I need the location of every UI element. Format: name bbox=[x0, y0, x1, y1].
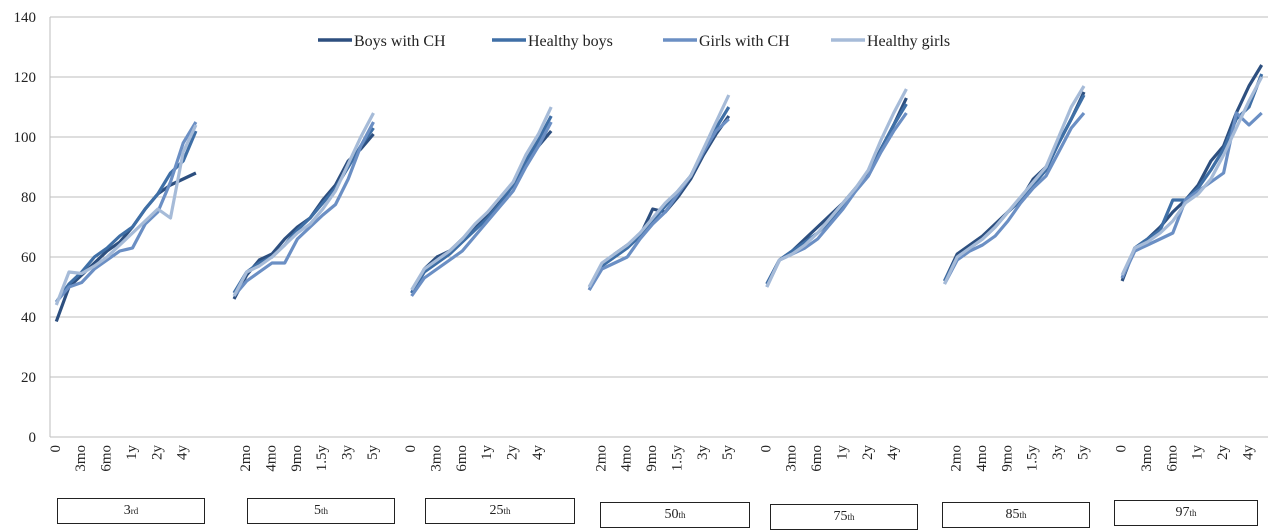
x-tick-label: 2mo bbox=[593, 445, 609, 472]
x-tick-label: 4mo bbox=[263, 445, 279, 472]
series-line-2 bbox=[765, 103, 908, 285]
x-tick-label: 6mo bbox=[454, 445, 470, 472]
x-tick-label: 6mo bbox=[99, 445, 115, 472]
series-line-2 bbox=[410, 115, 553, 294]
x-tick-label: 5y bbox=[720, 445, 736, 461]
x-tick-label: 1y bbox=[834, 445, 850, 461]
x-tick-label: 9mo bbox=[644, 445, 660, 472]
x-tick-label: 4mo bbox=[619, 445, 635, 472]
legend-label: Healthy boys bbox=[528, 33, 613, 50]
x-tick-label: 9mo bbox=[999, 445, 1015, 472]
x-tick-label: 2y bbox=[860, 445, 876, 461]
x-tick-label: 1.5y bbox=[669, 445, 685, 472]
x-tick-label: 3y bbox=[695, 445, 711, 461]
y-tick-label: 140 bbox=[14, 10, 37, 26]
series-line-4 bbox=[765, 88, 908, 288]
x-tick-label: 3mo bbox=[1139, 445, 1155, 472]
x-tick-label: 2y bbox=[1215, 445, 1231, 461]
x-tick-label: 4y bbox=[885, 445, 901, 461]
y-tick-label: 120 bbox=[14, 70, 37, 86]
legend-label: Girls with CH bbox=[699, 33, 790, 50]
series-line-4 bbox=[54, 124, 198, 306]
series-line-4 bbox=[587, 94, 731, 288]
series-line-3 bbox=[1120, 111, 1263, 279]
x-tick-label: 1.5y bbox=[1025, 445, 1041, 472]
x-tick-label: 3y bbox=[340, 445, 356, 461]
x-tick-label: 1y bbox=[479, 445, 495, 461]
series-line-2 bbox=[232, 127, 375, 294]
legend-label: Healthy girls bbox=[867, 33, 950, 50]
x-axis-ticks: 0 3mo 6mo 1y 2y 4y 2mo 4mo 9mo 1.5y 3y 5y 0 3mo 6mo 1y 2… bbox=[48, 445, 1257, 472]
x-tick-label: 9mo bbox=[289, 445, 305, 472]
x-tick-label: 3mo bbox=[73, 445, 89, 472]
x-tick-label: 2y bbox=[149, 445, 165, 461]
x-tick-label: 1.5y bbox=[314, 445, 330, 472]
y-tick-label: 40 bbox=[21, 310, 36, 326]
x-tick-label: 4y bbox=[175, 445, 191, 461]
legend-label: Boys with CH bbox=[354, 33, 446, 50]
x-tick-label: 3y bbox=[1050, 445, 1066, 461]
x-tick-label: 2y bbox=[505, 445, 521, 461]
x-tick-label: 0 bbox=[1114, 445, 1130, 453]
x-tick-label: 4mo bbox=[974, 445, 990, 472]
y-tick-label: 60 bbox=[21, 250, 36, 266]
x-tick-label: 4y bbox=[1240, 445, 1256, 461]
x-tick-label: 6mo bbox=[1164, 445, 1180, 472]
x-tick-label: 3mo bbox=[428, 445, 444, 472]
series-line-4 bbox=[410, 106, 553, 291]
series-line-4 bbox=[943, 85, 1086, 285]
x-tick-label: 1y bbox=[1190, 445, 1206, 461]
x-tick-label: 0 bbox=[758, 445, 774, 453]
series-line-3 bbox=[587, 117, 730, 291]
x-tick-label: 1y bbox=[124, 445, 140, 461]
series-line-3 bbox=[232, 121, 375, 298]
series-line-1 bbox=[54, 171, 197, 323]
y-tick-label: 20 bbox=[21, 370, 36, 386]
x-tick-label: 3mo bbox=[784, 445, 800, 472]
x-tick-label: 2mo bbox=[238, 445, 254, 472]
y-axis-ticks: 0 20 40 60 80 100 120 140 bbox=[14, 10, 37, 446]
x-tick-label: 5y bbox=[1075, 445, 1091, 461]
x-tick-label: 5y bbox=[365, 445, 381, 461]
y-tick-label: 100 bbox=[14, 130, 37, 146]
series-line-3 bbox=[943, 111, 1086, 285]
series-line-3 bbox=[410, 121, 553, 297]
series-lines bbox=[54, 64, 1264, 323]
x-tick-label: 6mo bbox=[809, 445, 825, 472]
x-tick-label: 2mo bbox=[949, 445, 965, 472]
y-tick-label: 0 bbox=[29, 430, 37, 446]
series-line-4 bbox=[1120, 76, 1264, 276]
series-line-3 bbox=[55, 121, 198, 304]
gridlines bbox=[49, 16, 1268, 438]
series-line-2 bbox=[54, 130, 198, 303]
x-tick-label: 0 bbox=[403, 445, 419, 453]
y-tick-label: 80 bbox=[21, 190, 36, 206]
legend: Boys with CH Healthy boys Girls with CH Hea… bbox=[318, 33, 950, 50]
series-line-4 bbox=[232, 112, 375, 297]
x-tick-label: 0 bbox=[48, 445, 64, 453]
x-tick-label: 4y bbox=[530, 445, 546, 461]
